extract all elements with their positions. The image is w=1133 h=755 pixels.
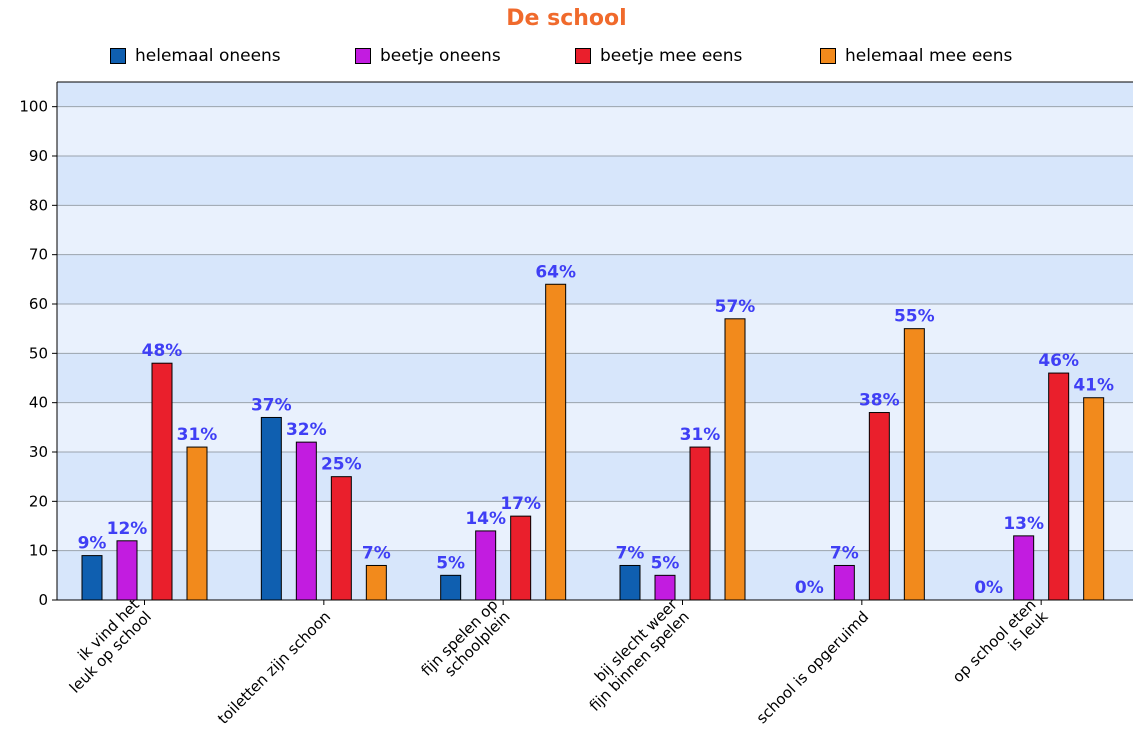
background-band <box>57 501 1133 551</box>
bar <box>903 328 925 601</box>
background-band <box>57 402 1133 452</box>
y-tick-label: 80 <box>29 196 48 214</box>
data-label: 41% <box>1073 376 1114 396</box>
data-label: 14% <box>465 509 506 529</box>
y-tick-label: 40 <box>29 394 48 412</box>
background-band <box>57 550 1133 600</box>
y-tick-label: 90 <box>29 147 48 165</box>
bar <box>151 362 173 601</box>
svg-text:ik vind hetleuk op school: ik vind hetleuk op school <box>54 596 155 697</box>
data-label: 25% <box>321 455 362 475</box>
bar <box>330 476 352 601</box>
legend-swatch <box>110 48 126 64</box>
svg-text:bij slecht weerfijn binnen spe: bij slecht weerfijn binnen spelen <box>574 595 694 715</box>
data-label: 38% <box>859 391 900 411</box>
y-tick-label: 60 <box>29 295 48 313</box>
legend-label: beetje oneens <box>380 46 501 66</box>
bar <box>868 412 890 601</box>
data-label: 5% <box>436 553 465 573</box>
bar <box>295 441 317 601</box>
data-label: 12% <box>107 519 148 539</box>
svg-text:fijn spelen opschoolplein: fijn spelen opschoolplein <box>417 596 513 692</box>
y-tick-label: 50 <box>29 344 48 362</box>
data-label: 17% <box>500 494 541 514</box>
background-band <box>57 205 1133 255</box>
background-band <box>57 304 1133 354</box>
data-label: 7% <box>362 543 391 563</box>
data-label: 46% <box>1038 351 1079 371</box>
background-band <box>57 254 1133 304</box>
chart-title: De school <box>506 6 627 31</box>
svg-text:toiletten zijn schoon: toiletten zijn schoon <box>214 608 334 728</box>
data-label: 48% <box>142 341 183 361</box>
x-tick-label: ik vind hetleuk op school <box>54 596 155 697</box>
bar <box>365 564 387 601</box>
background-band <box>57 353 1133 403</box>
data-label: 7% <box>616 543 645 563</box>
bar <box>81 555 103 601</box>
bar <box>1083 397 1105 601</box>
legend-label: helemaal oneens <box>135 46 281 66</box>
legend-swatch <box>820 48 836 64</box>
bar <box>475 530 497 601</box>
data-label: 0% <box>974 578 1003 598</box>
y-tick-label: 20 <box>29 492 48 510</box>
background-band <box>57 106 1133 156</box>
data-label: 5% <box>651 553 680 573</box>
y-tick-label: 70 <box>29 246 48 264</box>
svg-text:school is opgeruimd: school is opgeruimd <box>753 608 873 728</box>
legend-item: beetje oneens <box>355 46 501 66</box>
background-band <box>57 452 1133 502</box>
legend-item: helemaal mee eens <box>820 46 1012 66</box>
legend-swatch <box>575 48 591 64</box>
x-tick-label: fijn spelen opschoolplein <box>417 596 513 692</box>
data-label: 0% <box>795 578 824 598</box>
svg-text:op school etenis leuk: op school etenis leuk <box>949 595 1052 698</box>
data-label: 31% <box>177 425 218 445</box>
data-label: 55% <box>894 307 935 327</box>
legend-item: helemaal oneens <box>110 46 281 66</box>
legend-item: beetje mee eens <box>575 46 742 66</box>
x-tick-label: op school etenis leuk <box>949 595 1052 698</box>
data-label: 32% <box>286 420 327 440</box>
bar <box>619 564 641 601</box>
bar <box>833 564 855 601</box>
bar <box>1048 372 1070 601</box>
bar <box>116 540 138 601</box>
bar <box>545 283 567 601</box>
legend-label: helemaal mee eens <box>845 46 1013 66</box>
data-label: 64% <box>535 262 576 282</box>
bar <box>724 318 746 601</box>
legend-swatch <box>355 48 371 64</box>
background-band <box>57 82 1133 107</box>
y-tick-label: 100 <box>19 98 48 116</box>
data-label: 7% <box>830 543 859 563</box>
y-tick-label: 10 <box>29 542 48 560</box>
data-label: 31% <box>680 425 721 445</box>
x-tick-label: school is opgeruimd <box>753 608 873 728</box>
bar <box>186 446 208 601</box>
data-label: 9% <box>78 534 107 554</box>
background-band <box>57 156 1133 206</box>
legend: helemaal oneens beetje oneens beetje mee e… <box>0 46 1133 72</box>
data-label: 13% <box>1003 514 1044 534</box>
y-tick-label: 30 <box>29 443 48 461</box>
bar <box>440 574 462 601</box>
bar <box>1013 535 1035 601</box>
x-tick-label: toiletten zijn schoon <box>214 608 334 728</box>
bar <box>260 416 282 601</box>
y-tick-label: 0 <box>38 591 48 609</box>
bar <box>689 446 711 601</box>
bar <box>510 515 532 601</box>
legend-label: beetje mee eens <box>600 46 743 66</box>
bar <box>654 574 676 601</box>
data-label: 57% <box>715 297 756 317</box>
x-tick-label: bij slecht weerfijn binnen spelen <box>574 595 694 715</box>
data-label: 37% <box>251 395 292 415</box>
